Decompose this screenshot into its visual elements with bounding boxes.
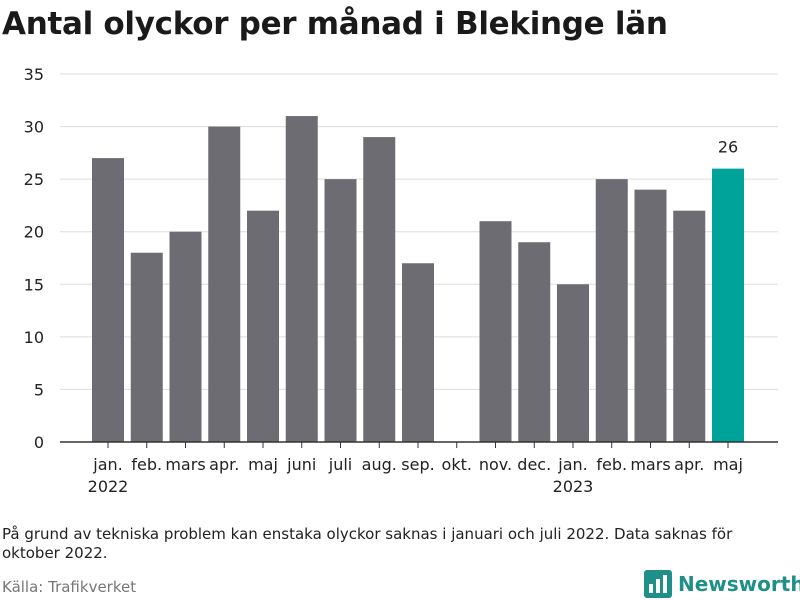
bar [247, 210, 279, 442]
x-tick-label: apr. [209, 455, 239, 474]
bar [673, 210, 706, 442]
y-tick-label: 20 [24, 223, 44, 242]
bar [479, 221, 512, 442]
brand-logo: Newsworthy [644, 570, 800, 598]
footnote: På grund av tekniska problem kan enstaka… [2, 525, 733, 562]
bar [130, 252, 163, 442]
y-axis: 0 5 10 15 20 25 30 35 [24, 65, 44, 452]
bar [92, 158, 124, 442]
x-tick-label: mars [165, 455, 205, 474]
x-year-label: 2022 [88, 477, 129, 496]
bars [92, 116, 744, 443]
brand-name: Newsworthy [678, 572, 800, 596]
x-tick-label: feb. [596, 455, 627, 474]
bar [169, 231, 202, 442]
bar [324, 179, 357, 442]
y-tick-label: 30 [24, 118, 44, 137]
x-tick-label: juli [328, 455, 352, 474]
bar [634, 189, 667, 442]
y-tick-label: 10 [24, 328, 44, 347]
x-tick-label: jan. [557, 455, 587, 474]
x-tick-label: juni [286, 455, 316, 474]
bar [363, 137, 396, 443]
x-year-label: 2023 [553, 477, 594, 496]
bar [285, 116, 318, 443]
source-credit: Källa: Trafikverket [2, 578, 137, 596]
bar [557, 284, 589, 442]
y-tick-label: 5 [34, 380, 44, 399]
bar [402, 263, 434, 442]
bar [518, 242, 551, 442]
newsworthy-logo-icon [644, 570, 672, 598]
x-tick-label: aug. [362, 455, 397, 474]
data-labels: 26 [718, 138, 738, 157]
x-tick-label: mars [630, 455, 670, 474]
x-tick-label: okt. [442, 455, 472, 474]
x-tick-label: maj [713, 455, 743, 474]
x-tick-label: dec. [517, 455, 551, 474]
data-label: 26 [718, 138, 738, 157]
x-tick-label: jan. [92, 455, 122, 474]
y-tick-label: 15 [24, 275, 44, 294]
y-tick-label: 25 [24, 170, 44, 189]
y-tick-label: 35 [24, 65, 44, 84]
chart-title: Antal olyckor per månad i Blekinge län [2, 6, 668, 42]
bar [595, 179, 628, 442]
x-tick-label: feb. [131, 455, 162, 474]
y-tick-label: 0 [34, 433, 44, 452]
bar [712, 168, 744, 442]
x-tick-label: maj [248, 455, 278, 474]
x-tick-label: nov. [479, 455, 512, 474]
x-tick-label: apr. [674, 455, 704, 474]
bar [208, 126, 241, 443]
x-tick-label: sep. [401, 455, 434, 474]
